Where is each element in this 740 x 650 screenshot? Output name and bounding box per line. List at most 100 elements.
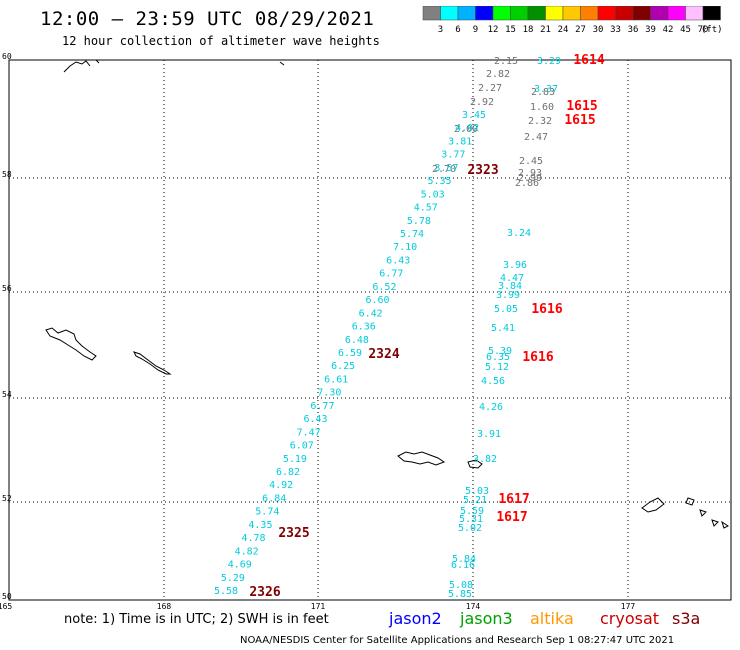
island-agattu	[467, 459, 483, 469]
swh-value: 5.39	[488, 346, 512, 357]
swh-value: 4.47	[500, 273, 524, 284]
map-subtitle: 12 hour collection of altimeter wave hei…	[62, 34, 380, 48]
colorbar-label: 70	[698, 25, 709, 35]
swh-value: 7.30	[317, 388, 341, 399]
colorbar-swatch	[702, 6, 721, 21]
lon-label: 165	[0, 602, 12, 610]
swh-value: 6.43	[386, 255, 410, 266]
swh-value: 3.82	[473, 454, 497, 465]
swh-value: 2.45	[519, 156, 543, 167]
swh-value: 4.57	[414, 203, 438, 214]
swh-value: 3.96	[503, 260, 527, 271]
swh-value: 5.41	[491, 323, 515, 334]
pass-number: 1617	[496, 510, 527, 525]
swh-value: 2.92	[470, 97, 494, 108]
pass-number: 2323	[467, 163, 498, 178]
swh-value: 5.21	[463, 495, 487, 506]
swh-value: 6.59	[338, 348, 362, 359]
swh-value: 5.59	[460, 506, 484, 517]
swh-value: 5.74	[255, 507, 279, 518]
lon-label: 168	[157, 602, 172, 610]
swh-value: 5.78	[407, 216, 431, 227]
swh-value: 3.24	[507, 228, 531, 239]
swh-value: 3.91	[477, 429, 501, 440]
swh-value: 5.12	[485, 362, 509, 373]
pass-number: 1614	[573, 53, 604, 68]
swh-value: 4.26	[479, 402, 503, 413]
swh-value: 3.99	[496, 290, 520, 301]
pass-number: 2326	[249, 585, 280, 600]
swh-value: 7.47	[297, 427, 321, 438]
colorbar-label: 36	[628, 25, 639, 35]
swh-value: 7.10	[393, 242, 417, 253]
swh-value: 6.25	[331, 361, 355, 372]
swh-value: 5.29	[221, 573, 245, 584]
legend-s3a: s3a	[672, 609, 701, 628]
color-scale-legend: 3 6 9 12 15 18 21 24 27 30 33 36 39 42 45 70(ft)	[422, 6, 723, 35]
swh-value: 4.56	[481, 376, 505, 387]
colorbar-label: 42	[663, 25, 674, 35]
swh-value: 6.61	[324, 374, 348, 385]
pass-number: 1615	[564, 113, 595, 128]
swh-value: 4.82	[235, 546, 259, 557]
swh-value: 5.31	[459, 514, 483, 525]
swh-value: 6.43	[304, 414, 328, 425]
swh-value: 5.05	[494, 304, 518, 315]
lat-label: 54	[2, 390, 12, 399]
swh-value: 5.08	[449, 580, 473, 591]
swh-value: 6.77	[379, 269, 403, 280]
footnote: note: 1) Time is in UTC; 2) SWH is in fe…	[64, 612, 329, 627]
swh-value: 5.85	[448, 589, 472, 600]
swh-value: 6.07	[290, 441, 314, 452]
lat-label: 52	[2, 494, 12, 503]
lat-label: 60	[2, 52, 12, 61]
swh-value: 6.35	[486, 352, 510, 363]
swh-value: 4.02	[455, 123, 479, 134]
swh-value: 5.74	[400, 229, 424, 240]
swh-value: 3.29	[537, 56, 561, 67]
swh-value: 6.60	[366, 295, 390, 306]
swh-value: 5.03	[465, 486, 489, 497]
swh-value: 4.35	[248, 520, 272, 531]
graticule	[9, 60, 731, 600]
colorbar-label: 15	[505, 25, 516, 35]
swh-value: 2.47	[524, 132, 548, 143]
colorbar-label: 3	[438, 25, 443, 35]
swh-value: 5.35	[428, 176, 452, 187]
islands-east	[641, 497, 729, 529]
coastlines	[45, 59, 729, 529]
colorbar-label: 18	[523, 25, 534, 35]
swh-value: 2.83	[531, 87, 555, 98]
swh-value: 6.77	[310, 401, 334, 412]
island-medny	[133, 351, 172, 375]
colorbar-label: 6	[455, 25, 460, 35]
swh-value: 2.32	[528, 116, 552, 127]
swh-value: 2.86	[515, 178, 539, 189]
swh-value: 2.00	[454, 124, 478, 135]
colorbar-label: 21	[540, 25, 551, 35]
swh-value: 6.84	[262, 493, 286, 504]
swh-value: 4.69	[228, 560, 252, 571]
lon-label: 171	[311, 602, 326, 610]
colorbar-label: 30	[593, 25, 604, 35]
colorbar-label: 24	[558, 25, 569, 35]
pass-number: 2324	[368, 347, 399, 362]
colorbar-label: 33	[610, 25, 621, 35]
swh-value: 5.84	[452, 554, 476, 565]
legend-jason2: jason2	[389, 609, 442, 628]
swh-value: 4.92	[269, 480, 293, 491]
swh-value: 5.02	[458, 523, 482, 534]
swh-value: 3.57	[434, 163, 458, 174]
pass-number: 1616	[522, 350, 553, 365]
swh-value: 2.27	[478, 83, 502, 94]
swh-value: 3.37	[534, 84, 558, 95]
lat-label: 50	[2, 592, 12, 601]
colorbar-label: 12	[488, 25, 499, 35]
swh-value: 6.36	[352, 322, 376, 333]
swh-value: 3.84	[498, 281, 522, 292]
coastline-kamchatka	[63, 59, 285, 73]
lat-label: 58	[2, 170, 12, 179]
colorbar-label: (ft)	[701, 25, 723, 35]
island-attu	[397, 451, 446, 466]
